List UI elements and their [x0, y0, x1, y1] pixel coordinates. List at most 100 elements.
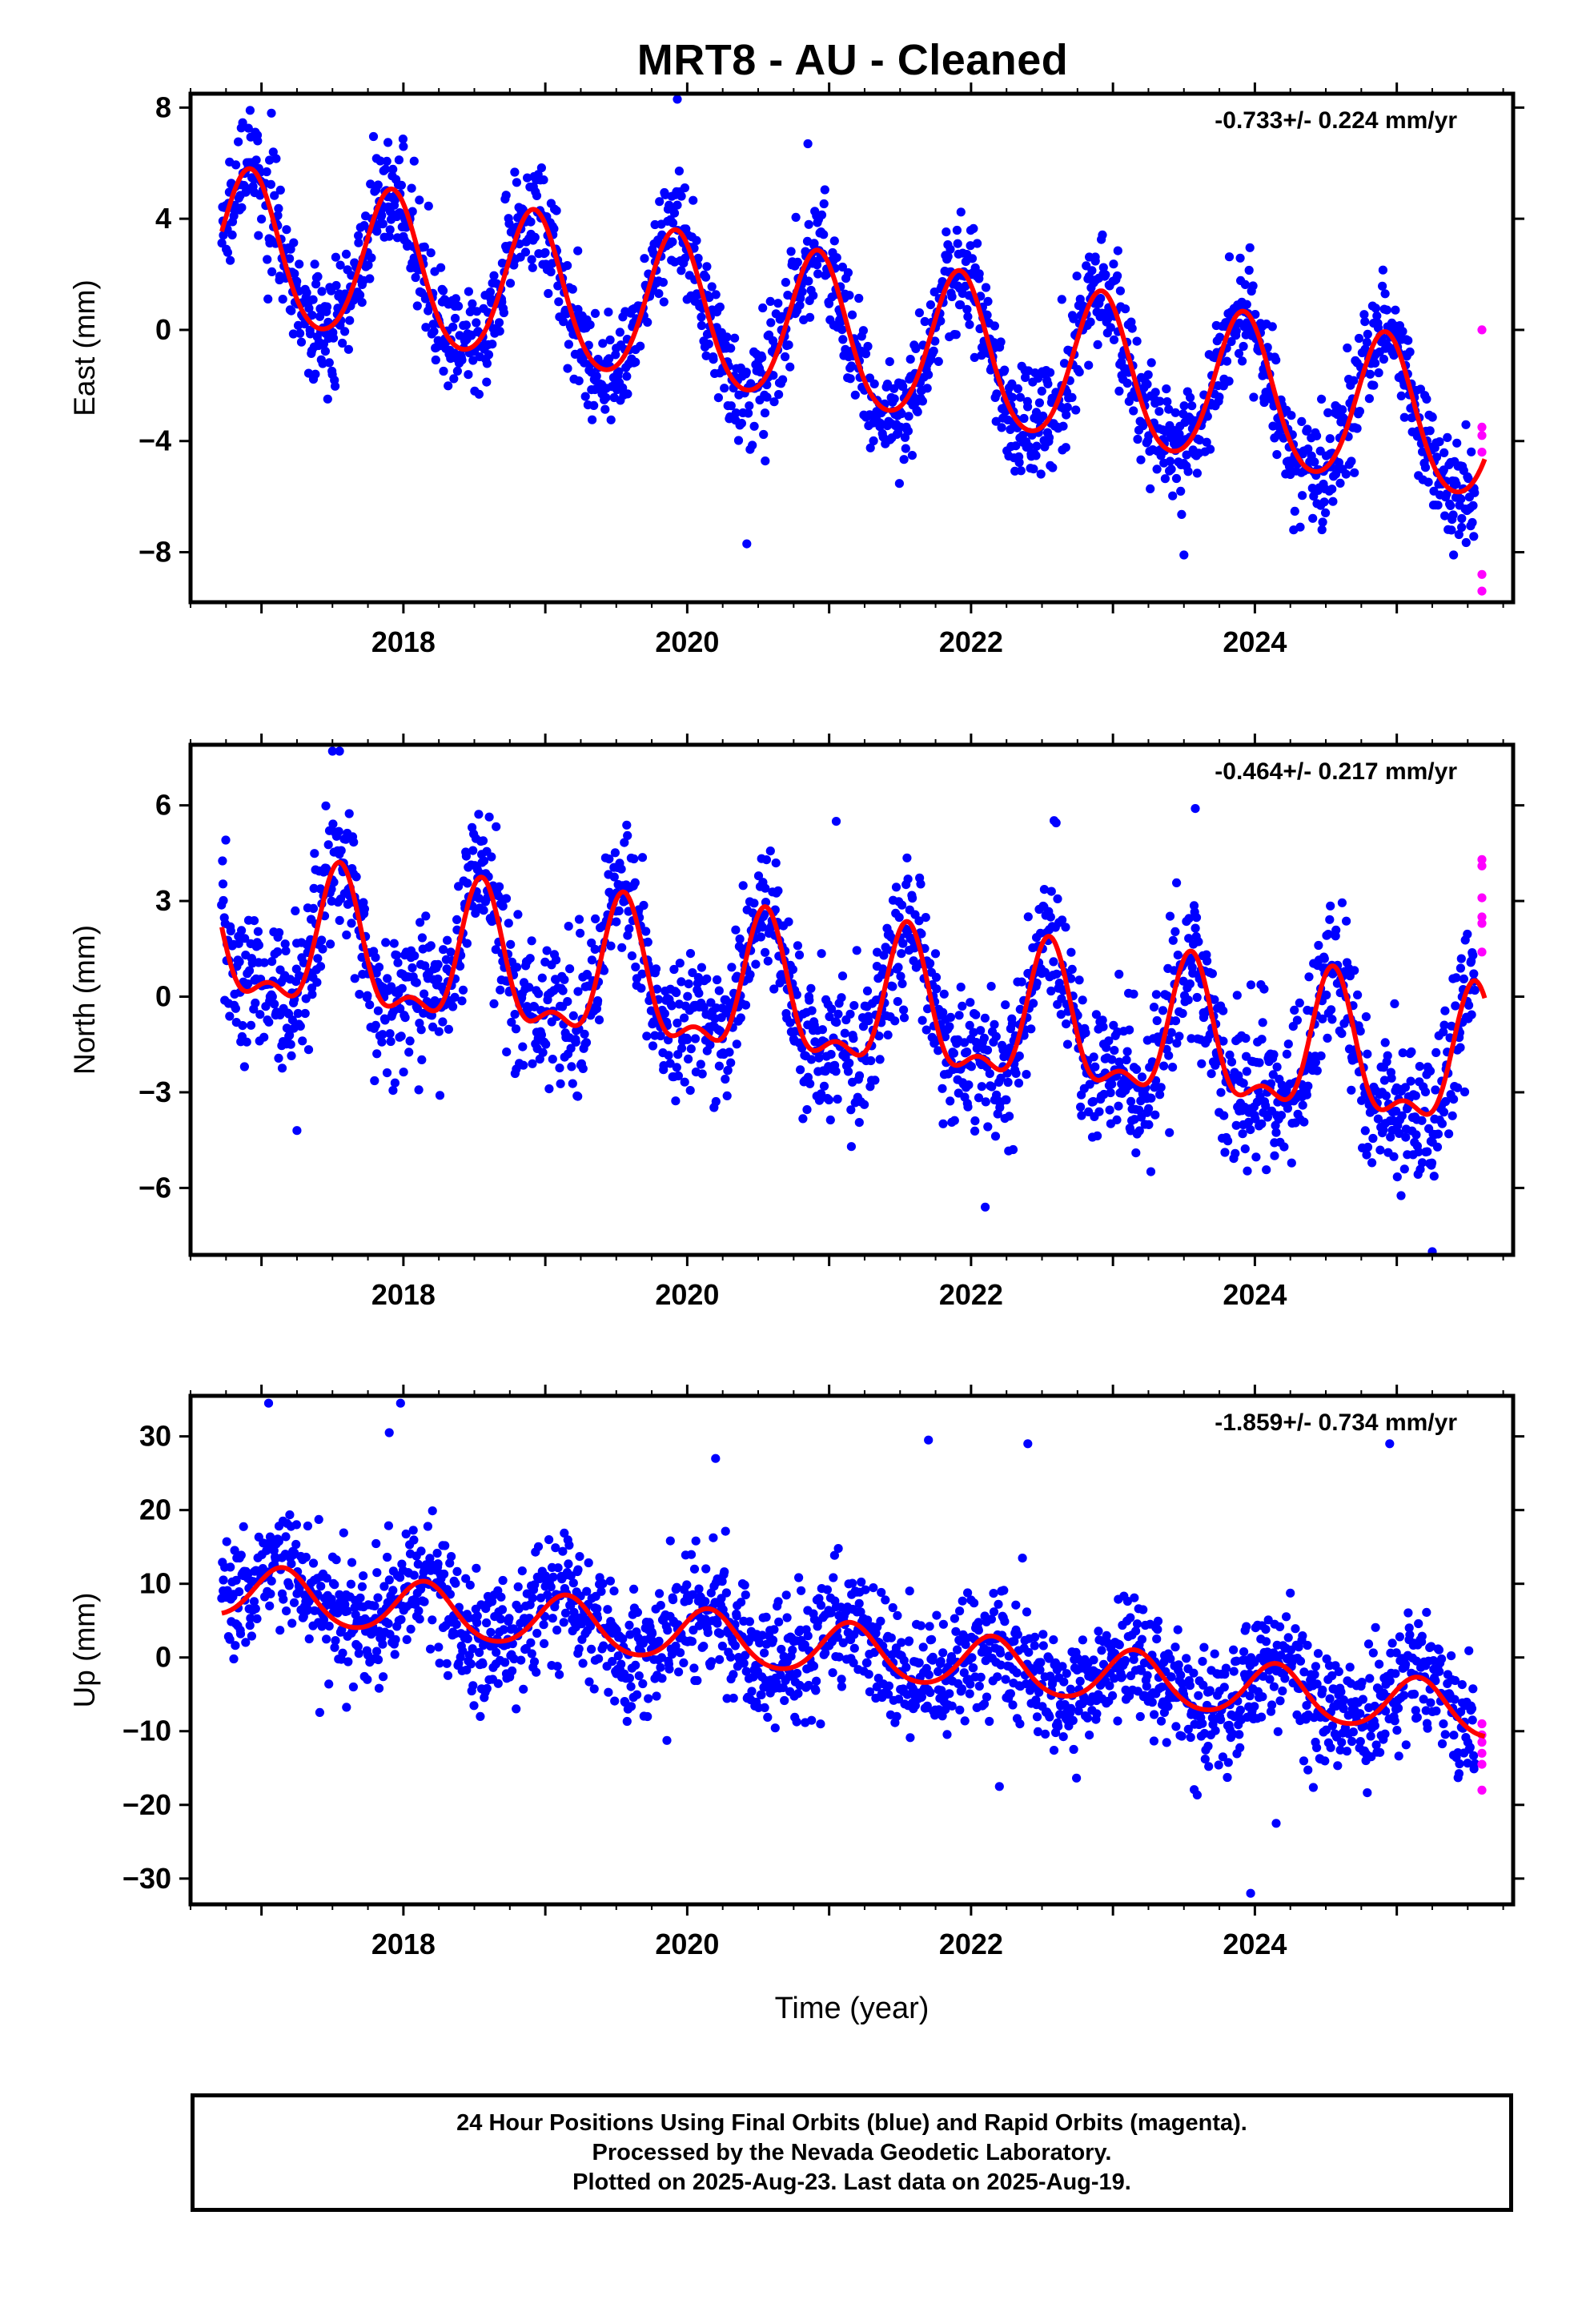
data-point: [274, 1053, 283, 1063]
data-point: [1058, 915, 1067, 925]
data-point: [637, 853, 648, 862]
data-point: [489, 271, 499, 280]
data-point: [433, 974, 443, 984]
data-point: [795, 300, 805, 310]
data-point: [533, 1542, 544, 1551]
data-point: [797, 1586, 806, 1595]
data-point: [885, 357, 894, 367]
data-point: [656, 1031, 665, 1041]
rapid-point: [1477, 586, 1487, 596]
data-point: [763, 956, 773, 966]
data-point: [782, 1613, 792, 1622]
data-point: [1353, 990, 1363, 999]
data-point: [640, 254, 649, 263]
data-point: [753, 871, 764, 881]
model-curve-2: [219, 859, 1488, 1117]
data-point: [760, 910, 769, 919]
data-point: [1379, 1076, 1389, 1085]
data-point: [846, 1105, 856, 1115]
data-point: [417, 933, 428, 943]
data-point: [226, 1562, 235, 1572]
data-point: [492, 822, 501, 831]
data-point: [229, 1654, 239, 1664]
data-point: [1096, 294, 1106, 304]
data-point: [648, 1041, 658, 1051]
data-point: [805, 1079, 815, 1088]
data-point: [303, 1045, 314, 1055]
data-point: [985, 1069, 994, 1079]
data-point: [371, 1538, 381, 1549]
data-point: [1134, 1126, 1144, 1136]
data-point: [677, 191, 686, 201]
data-point: [1238, 356, 1247, 366]
data-point: [741, 368, 751, 377]
data-point: [385, 225, 395, 235]
data-point: [699, 1642, 709, 1651]
data-point: [339, 1528, 348, 1538]
y-tick-label: −8: [139, 536, 171, 569]
data-point: [702, 262, 712, 271]
data-point: [486, 1627, 496, 1637]
data-point: [1149, 1003, 1159, 1012]
data-point: [496, 1614, 506, 1624]
data-point: [673, 1071, 684, 1081]
data-point: [383, 1521, 393, 1530]
data-point: [1162, 384, 1171, 394]
data-point: [499, 308, 509, 318]
data-point: [1122, 1047, 1132, 1056]
data-point: [1143, 370, 1153, 380]
data-point: [688, 1590, 697, 1599]
data-point: [324, 1679, 334, 1689]
data-point: [878, 432, 888, 442]
data-point: [307, 311, 317, 320]
data-point: [1225, 1050, 1235, 1059]
data-point: [869, 436, 878, 446]
data-point: [1062, 403, 1072, 412]
data-point: [315, 884, 325, 894]
data-point: [1102, 1043, 1111, 1052]
data-point: [1026, 1024, 1036, 1034]
data-point: [496, 985, 505, 995]
data-point: [846, 1142, 856, 1152]
data-point: [295, 328, 305, 338]
data-point: [1468, 501, 1478, 510]
data-point: [1110, 1046, 1119, 1055]
data-point: [745, 401, 754, 411]
data-point: [236, 1550, 246, 1560]
data-point: [785, 1018, 795, 1027]
data-point: [921, 1025, 931, 1035]
data-point: [784, 917, 793, 927]
data-point: [1220, 1148, 1230, 1157]
data-point: [946, 1012, 955, 1022]
data-point: [544, 288, 553, 299]
data-point: [913, 407, 922, 416]
data-point: [420, 242, 429, 251]
data-point: [381, 938, 391, 947]
data-point: [588, 415, 597, 424]
data-point: [659, 297, 669, 307]
data-point: [843, 1067, 853, 1076]
data-point: [1029, 999, 1038, 1008]
data-point: [463, 1634, 472, 1643]
data-point: [1146, 484, 1155, 494]
data-point: [574, 376, 584, 386]
data-point: [693, 1675, 702, 1686]
data-point: [760, 1703, 769, 1712]
data-point: [225, 1634, 235, 1644]
data-point: [568, 284, 577, 294]
data-point: [829, 236, 839, 246]
data-point: [1415, 1062, 1424, 1072]
data-point: [585, 320, 595, 330]
data-point: [1046, 887, 1056, 896]
data-point: [365, 1000, 375, 1010]
data-point: [227, 230, 237, 239]
data-point: [701, 351, 711, 360]
data-point: [584, 1677, 594, 1687]
data-point: [218, 856, 227, 866]
data-point: [1165, 911, 1175, 921]
data-point: [1295, 998, 1304, 1007]
data-point: [492, 1647, 501, 1657]
data-point: [963, 1102, 973, 1112]
data-point: [343, 1657, 353, 1667]
